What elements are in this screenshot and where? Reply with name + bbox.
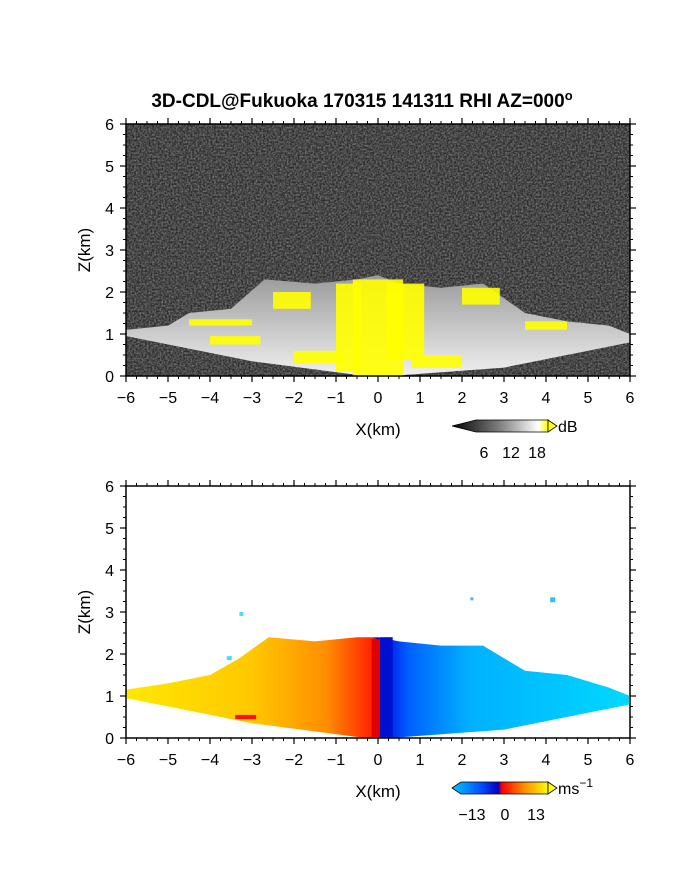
x-tick-label: −5 <box>159 390 177 407</box>
zero-velocity-streak <box>371 639 381 738</box>
x-tick-label: −6 <box>117 390 135 407</box>
x-tick-label: −6 <box>117 752 135 769</box>
y-tick-label: 6 <box>105 479 114 496</box>
y-tick-label: 4 <box>105 201 114 218</box>
x-tick-label: −1 <box>327 390 345 407</box>
high-reflectivity-patch <box>525 321 567 330</box>
colorbar-tick: 18 <box>528 445 546 462</box>
x-tick-label: 4 <box>542 752 551 769</box>
high-reflectivity-patch <box>294 350 345 364</box>
velocity-colorbar-arrow <box>547 781 558 795</box>
x-tick-label: −5 <box>159 752 177 769</box>
velocity-colorbar: ms−1 −13 0 13 <box>451 776 593 824</box>
x-tick-label: 5 <box>584 390 593 407</box>
velocity-outlier <box>550 597 556 603</box>
y-tick-label: 4 <box>105 563 114 580</box>
y-tick-label: 6 <box>105 117 114 134</box>
x-tick-label: 5 <box>584 752 593 769</box>
x-tick-label: −4 <box>201 390 219 407</box>
x-tick-label: 3 <box>500 752 509 769</box>
high-reflectivity-patch <box>273 292 311 309</box>
velocity-xlabel: X(km) <box>355 782 400 801</box>
high-reflectivity-patch <box>386 283 425 360</box>
x-tick-label: −3 <box>243 752 261 769</box>
x-tick-label: 6 <box>626 390 635 407</box>
y-tick-label: 0 <box>105 731 114 748</box>
reflectivity-xlabel: X(km) <box>355 420 400 439</box>
colorbar-tick: 6 <box>480 445 489 462</box>
y-tick-label: 0 <box>105 369 114 386</box>
colorbar-tick: −13 <box>458 807 485 824</box>
x-tick-label: 4 <box>542 390 551 407</box>
x-tick-label: 6 <box>626 752 635 769</box>
x-tick-label: 1 <box>416 752 425 769</box>
reflectivity-colorbar: dB 6 12 18 <box>451 419 578 462</box>
x-tick-label: 0 <box>374 390 383 407</box>
reflectivity-colorbar-bar <box>451 419 549 433</box>
high-reflectivity-patch <box>210 336 261 345</box>
high-reflectivity-patch <box>462 287 500 305</box>
colorbar-tick: 12 <box>502 445 520 462</box>
reflectivity-ylabel: Z(km) <box>75 228 94 272</box>
x-tick-label: 3 <box>500 390 509 407</box>
y-tick-label: 3 <box>105 605 114 622</box>
velocity-colorbar-unit: ms−1 <box>558 776 593 798</box>
high-reflectivity-patch <box>411 355 462 368</box>
velocity-outlier <box>239 612 244 616</box>
x-tick-label: 2 <box>458 752 467 769</box>
y-tick-label: 2 <box>105 285 114 302</box>
x-tick-label: −1 <box>327 752 345 769</box>
x-tick-label: −2 <box>285 752 303 769</box>
x-tick-label: 2 <box>458 390 467 407</box>
y-tick-label: 1 <box>105 327 114 344</box>
velocity-colorbar-bar <box>451 781 549 795</box>
y-tick-label: 2 <box>105 647 114 664</box>
velocity-ylabel: Z(km) <box>75 590 94 634</box>
x-tick-label: −3 <box>243 390 261 407</box>
approaching-core <box>380 637 393 738</box>
figure-title: 3D-CDL@Fukuoka 170315 141311 RHI AZ=000o <box>151 88 572 112</box>
x-tick-label: −4 <box>201 752 219 769</box>
x-tick-label: −2 <box>285 390 303 407</box>
high-reflectivity-patch <box>369 371 391 376</box>
velocity-panel: −6 −5 −4 −3 −2 −1 0 1 2 3 4 5 6 0 1 2 3 4 5 6 X(km) Z(km) m… <box>75 479 636 824</box>
x-tick-label: 0 <box>374 752 383 769</box>
y-tick-label: 5 <box>105 521 114 538</box>
reflectivity-colorbar-arrow <box>547 419 558 433</box>
high-reflectivity-patches <box>189 279 567 376</box>
velocity-outlier <box>226 656 232 661</box>
colorbar-tick: 13 <box>527 807 545 824</box>
y-tick-label: 3 <box>105 243 114 260</box>
x-tick-label: 1 <box>416 390 425 407</box>
reflectivity-colorbar-unit: dB <box>558 419 578 436</box>
y-tick-label: 1 <box>105 689 114 706</box>
colorbar-tick: 0 <box>501 807 510 824</box>
velocity-outlier <box>470 597 474 601</box>
high-reflectivity-patch <box>189 319 252 326</box>
velocity-detail-patches <box>226 597 556 738</box>
velocity-outlier <box>235 714 257 720</box>
y-tick-label: 5 <box>105 159 114 176</box>
